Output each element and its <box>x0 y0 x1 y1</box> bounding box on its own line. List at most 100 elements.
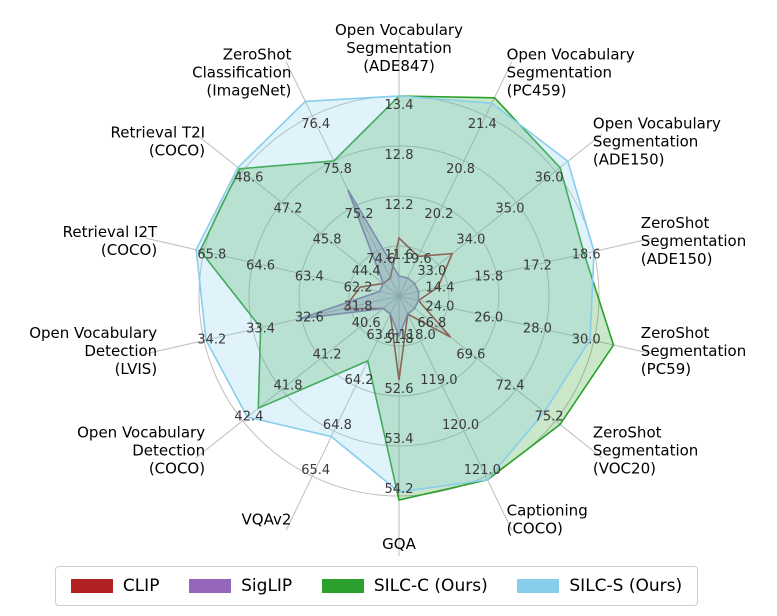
tick-label: 35.0 <box>496 202 525 217</box>
tick-label: 62.2 <box>344 281 373 296</box>
tick-label: 30.0 <box>572 333 601 348</box>
series-silc-s-ours <box>195 95 595 493</box>
legend-item: CLIP <box>70 576 160 596</box>
legend-label: CLIP <box>122 576 160 596</box>
legend-swatch <box>517 579 560 593</box>
tick-label: 12.8 <box>385 148 414 163</box>
tick-label: 34.0 <box>456 233 485 248</box>
tick-label: 64.2 <box>345 373 374 388</box>
series-clip <box>342 236 454 381</box>
tick-label: 52.6 <box>385 382 414 397</box>
tick-label: 63.4 <box>295 270 324 285</box>
legend-label: SILC-S (Ours) <box>569 576 683 596</box>
tick-label: 121.0 <box>464 463 501 478</box>
tick-label: 34.2 <box>197 333 226 348</box>
tick-label: 31.8 <box>344 299 373 314</box>
axis-label: Open Vocabulary Detection (LVIS) <box>29 324 157 378</box>
axis-labels: Open Vocabulary Segmentation (ADE847) Open … <box>29 21 746 553</box>
tick-label: 17.2 <box>523 258 552 273</box>
tick-label: 63.6 <box>366 328 395 343</box>
tick-label: 36.0 <box>535 170 564 185</box>
tick-label: 20.8 <box>446 162 475 177</box>
series-layer <box>195 95 615 501</box>
axis-label: VQAv2 <box>242 510 292 528</box>
tick-label: 13.4 <box>385 98 414 113</box>
tick-label: 119.0 <box>420 373 457 388</box>
tick-label: 72.4 <box>496 379 525 394</box>
tick-label: 48.6 <box>234 170 263 185</box>
tick-label: 45.8 <box>313 233 342 248</box>
tick-label: 53.4 <box>385 432 414 447</box>
series-siglip <box>299 189 420 339</box>
series-silc-c-ours <box>199 95 615 501</box>
tick-label: 11.6 <box>385 248 414 263</box>
grid-spoke-5 <box>398 295 603 459</box>
legend-item: SILC-C (Ours) <box>321 576 488 596</box>
grid-spoke-11 <box>145 237 400 297</box>
legend-swatch <box>189 579 232 593</box>
tick-label: 51.8 <box>385 332 414 347</box>
grid-spoke-9 <box>195 295 400 459</box>
grid-spoke-3 <box>398 237 653 297</box>
legend-swatch <box>70 579 113 593</box>
tick-label: 14.4 <box>425 281 454 296</box>
tick-label: 41.8 <box>274 379 303 394</box>
grid-spoke-6 <box>398 295 513 531</box>
tick-label: 28.0 <box>523 322 552 337</box>
grid-spoke-10 <box>145 295 400 355</box>
tick-label: 74.6 <box>366 252 395 267</box>
tick-label: 54.2 <box>385 482 414 497</box>
tick-label: 40.6 <box>352 316 381 331</box>
tick-label: 41.2 <box>313 347 342 362</box>
grid-spoke-8 <box>285 295 400 531</box>
legend-label: SigLIP <box>241 576 293 596</box>
axis-label: Open Vocabulary Segmentation (ADE150) <box>593 114 721 168</box>
tick-label: 64.6 <box>246 258 275 273</box>
tick-label: 118.0 <box>399 328 436 343</box>
tick-label: 76.4 <box>301 117 330 132</box>
tick-label: 18.6 <box>572 247 601 262</box>
axis-label: ZeroShot Classification (ImageNet) <box>192 46 291 100</box>
tick-label: 75.2 <box>345 207 374 222</box>
legend-item: SILC-S (Ours) <box>517 576 682 596</box>
tick-label: 42.4 <box>234 410 263 425</box>
tick-labels: 11.6 12.2 12.8 13.4 19.6 20.2 20.8 21.4 33.0 34.0… <box>197 98 600 497</box>
tick-label: 24.0 <box>425 299 454 314</box>
tick-label: 75.2 <box>535 410 564 425</box>
axis-label: Captioning (COCO) <box>507 501 588 537</box>
tick-label: 33.0 <box>417 264 446 279</box>
tick-label: 75.8 <box>323 162 352 177</box>
legend-swatch <box>321 579 364 593</box>
grid-spoke-4 <box>398 295 653 355</box>
axis-label: Open Vocabulary Segmentation (ADE847) <box>335 21 463 75</box>
tick-label: 44.4 <box>352 264 381 279</box>
tick-label: 65.8 <box>197 247 226 262</box>
axis-label: ZeroShot Segmentation (PC59) <box>641 324 746 378</box>
legend-item: SigLIP <box>189 576 292 596</box>
tick-label: 69.6 <box>456 347 485 362</box>
tick-label: 47.2 <box>274 202 303 217</box>
axis-label: Open Vocabulary Detection (COCO) <box>77 424 205 478</box>
axis-label: Retrieval T2I (COCO) <box>111 123 206 159</box>
grid-spoke-12 <box>195 133 400 297</box>
axis-label: ZeroShot Segmentation (VOC20) <box>593 424 698 478</box>
tick-label: 26.0 <box>474 311 503 326</box>
tick-label: 12.2 <box>385 198 414 213</box>
legend: CLIP SigLIP SILC-C (Ours) SILC-S (Ours) <box>55 566 698 606</box>
tick-label: 21.4 <box>468 117 497 132</box>
axis-label: Retrieval I2T (COCO) <box>63 223 158 259</box>
tick-label: 19.6 <box>403 252 432 267</box>
tick-label: 64.8 <box>323 418 352 433</box>
axis-label: ZeroShot Segmentation (ADE150) <box>641 214 746 268</box>
tick-label: 33.4 <box>246 322 275 337</box>
tick-label: 120.0 <box>442 418 479 433</box>
legend-label: SILC-C (Ours) <box>373 576 488 596</box>
axis-label: Open Vocabulary Segmentation (PC459) <box>507 46 635 100</box>
tick-label: 15.8 <box>474 270 503 285</box>
tick-label: 65.4 <box>301 463 330 478</box>
radar-grid <box>145 36 653 556</box>
tick-label: 20.2 <box>424 207 453 222</box>
tick-label: 66.8 <box>417 316 446 331</box>
tick-label: 32.6 <box>295 311 324 326</box>
